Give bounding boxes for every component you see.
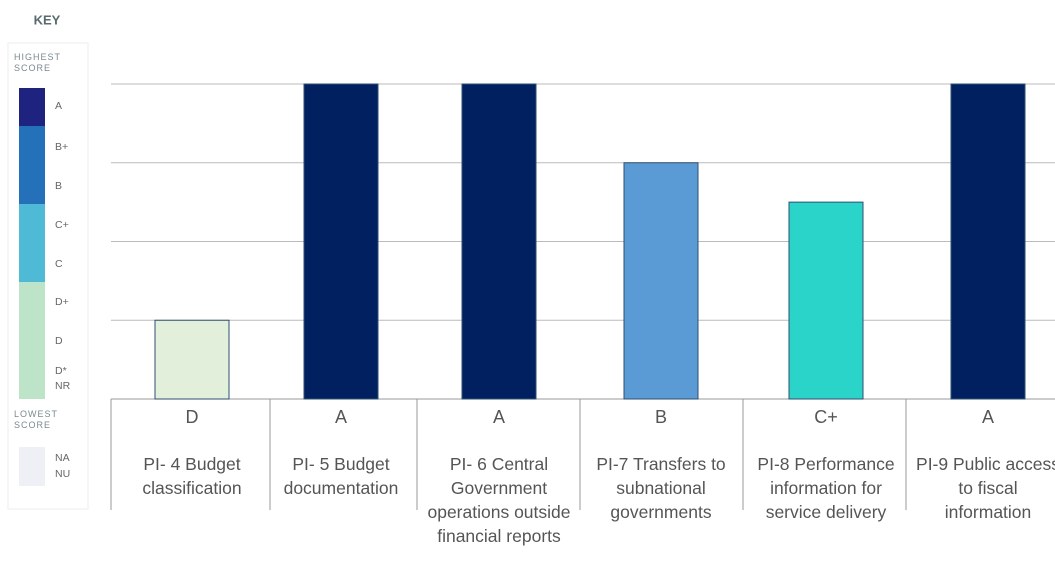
value-label: B — [655, 407, 667, 427]
key-swatch — [19, 447, 45, 486]
key-label: NR — [55, 380, 71, 392]
bar — [303, 83, 379, 400]
key-highest: HIGHEST SCORE — [14, 52, 61, 73]
key-lowest: LOWEST SCORE — [14, 409, 58, 430]
value-label: A — [335, 407, 347, 427]
key-low-wrap: LOWEST SCORE — [14, 409, 58, 430]
key-label: B+ — [55, 141, 68, 153]
bar — [154, 319, 230, 400]
category-label: PI- 5 Budget documentation — [283, 454, 399, 498]
category-label: PI- 6 Central Government operations outs… — [427, 454, 571, 546]
value-label: C+ — [814, 407, 838, 427]
key-swatch — [19, 204, 45, 282]
category-label: PI-8 Performance information for service… — [757, 454, 895, 522]
key-label: NU — [55, 468, 70, 480]
key-label: D* — [55, 365, 67, 377]
key-swatch — [19, 88, 45, 126]
bar — [461, 83, 537, 400]
key-swatch — [19, 126, 45, 204]
key-title: KEY — [34, 12, 61, 27]
key-label: D+ — [55, 296, 69, 308]
key-label: B — [55, 180, 62, 192]
category-label: PI-9 Public access to fiscal information — [916, 454, 1055, 522]
category-label: PI- 4 Budget classification — [142, 454, 242, 498]
bar — [950, 83, 1026, 400]
bar — [788, 201, 864, 400]
key-label: NA — [55, 452, 70, 464]
value-label: A — [493, 407, 505, 427]
key-label: C+ — [55, 219, 69, 231]
key-swatch — [19, 282, 45, 399]
key-high-wrap: HIGHEST SCORE — [14, 52, 61, 73]
key-label: D — [55, 335, 63, 347]
value-label: D — [186, 407, 199, 427]
bar — [623, 162, 699, 400]
key-label: A — [55, 100, 62, 112]
key-label: C — [55, 258, 63, 270]
value-label: A — [982, 407, 994, 427]
category-label: PI-7 Transfers to subnational government… — [596, 454, 726, 522]
